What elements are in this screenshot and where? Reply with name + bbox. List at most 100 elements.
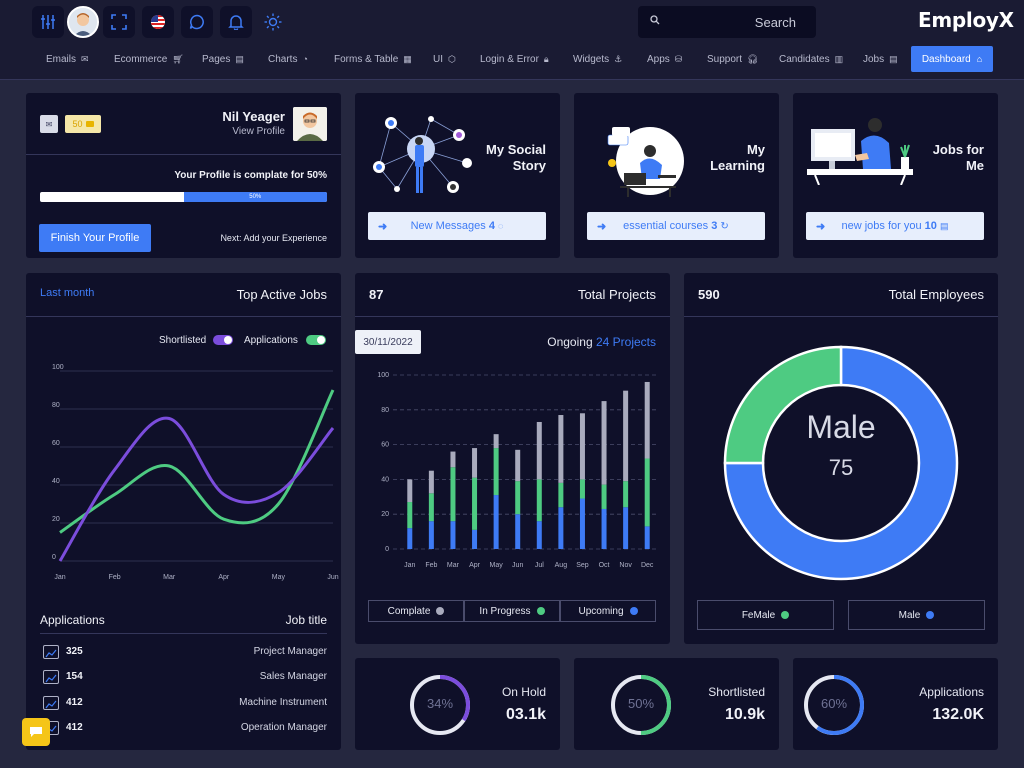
- nav-item-emails[interactable]: Emails ✉: [46, 46, 89, 72]
- y-tick-label: 80: [52, 402, 60, 409]
- nav-label: Dashboard: [921, 53, 971, 65]
- nav-item-support[interactable]: Support 🎧︎: [707, 46, 758, 72]
- top-active-jobs-card: Last month Top Active Jobs Shortlisted A…: [26, 273, 341, 750]
- stat-label: Applications: [919, 685, 984, 699]
- nav-label: Ecommerce: [114, 53, 168, 65]
- shortlisted-toggle[interactable]: [213, 335, 233, 345]
- legend-label: Upcoming: [578, 605, 624, 617]
- profile-name: Nil Yeager: [222, 109, 285, 124]
- active-jobs-title: Top Active Jobs: [236, 287, 327, 302]
- y-tick-label: 20: [381, 511, 389, 518]
- x-tick-label: Jun: [327, 574, 338, 581]
- period-link[interactable]: Last month: [40, 287, 95, 299]
- new-jobs-button[interactable]: ➜ new jobs for you 10 ▤: [806, 212, 984, 240]
- avatar[interactable]: [67, 6, 99, 38]
- stat-value: 03.1k: [505, 706, 546, 723]
- nav-item-candidates[interactable]: Candidates ▥: [779, 46, 843, 72]
- nav-item-ecommerce[interactable]: Ecommerce 🛒︎: [114, 46, 184, 72]
- stat-label: On Hold: [501, 685, 546, 699]
- trend-chart-icon: [43, 670, 59, 684]
- legend-upcoming[interactable]: Upcoming: [560, 600, 656, 622]
- employees-title: Total Employees: [888, 287, 984, 302]
- y-tick-label: 100: [52, 364, 64, 371]
- date-picker[interactable]: 30/11/2022: [355, 330, 421, 354]
- nav-label: Pages: [202, 53, 231, 65]
- social-card-title: My Social Story: [486, 142, 546, 174]
- list-item[interactable]: 412 Operation Manager: [40, 719, 327, 739]
- legend-complate[interactable]: Complate: [368, 600, 464, 622]
- nav-item-dashboard[interactable]: Dashboard ⌂: [911, 46, 993, 72]
- sun-icon[interactable]: [257, 6, 289, 38]
- bar-segment-complate: [515, 514, 521, 549]
- x-tick-label: Jan: [404, 562, 415, 569]
- nav-item-forms-table[interactable]: Forms & Table ▦: [334, 46, 412, 72]
- list-item[interactable]: 412 Machine Instrument: [40, 694, 327, 714]
- nav-item-apps[interactable]: Apps ⛁: [647, 46, 682, 72]
- legend-female[interactable]: FeMale: [697, 600, 834, 630]
- bell-icon[interactable]: [220, 6, 252, 38]
- legend-dot: [629, 607, 638, 615]
- row-title: Project Manager: [253, 646, 327, 657]
- x-tick-label: Feb: [109, 574, 121, 581]
- list-item[interactable]: 325 Project Manager: [40, 643, 327, 663]
- finish-profile-button[interactable]: Finish Your Profile: [39, 224, 151, 252]
- bar-segment-complate: [407, 528, 413, 549]
- progress-text: Your Profile is complate for 50%: [174, 170, 327, 181]
- essential-courses-label: essential courses 3 ↻: [623, 220, 729, 232]
- essential-courses-button[interactable]: ➜ essential courses 3 ↻: [587, 212, 765, 240]
- search-input[interactable]: [668, 6, 808, 38]
- active-jobs-line-chart: 0 20 40 60 80 100 Jan Feb Mar Apr May Jun: [52, 364, 339, 581]
- legend-label: Male: [898, 609, 921, 621]
- floating-chat-button[interactable]: [22, 718, 50, 746]
- nav-label: Charts: [268, 53, 298, 65]
- x-tick-label: Jan: [54, 574, 65, 581]
- applications-toggle[interactable]: [306, 335, 326, 345]
- applications-progress-ring: [804, 675, 864, 735]
- total-employees-card: 590 Total Employees Male 75 FeMale Male: [684, 273, 998, 644]
- nav-item-login-error[interactable]: Login & Error 🔒︎: [480, 46, 549, 72]
- x-tick-label: Sep: [576, 562, 589, 569]
- bar-segment-upcoming: [472, 448, 478, 478]
- trend-chart-icon: [43, 645, 59, 659]
- y-tick-label: 40: [381, 476, 389, 483]
- shortlisted-card: 50% Shortlisted 10.9k: [574, 658, 779, 750]
- bar-segment-in-progress: [407, 502, 413, 529]
- bar-segment-in-progress: [493, 448, 499, 496]
- x-tick-label: Nov: [619, 562, 632, 569]
- nav-item-jobs[interactable]: Jobs ▤: [863, 46, 898, 72]
- view-profile-link[interactable]: View Profile: [232, 126, 285, 137]
- nav-item-widgets[interactable]: Widgets ⚓︎: [573, 46, 622, 72]
- sliders-icon[interactable]: [32, 6, 64, 38]
- bar-segment-in-progress: [644, 458, 650, 527]
- bar-segment-complate: [644, 526, 650, 549]
- legend-male[interactable]: Male: [848, 600, 985, 630]
- legend-in-progress[interactable]: In Progress: [464, 600, 560, 622]
- ongoing-label: Ongoing: [547, 335, 593, 349]
- badge-button[interactable]: 50: [65, 115, 101, 133]
- y-tick-label: 60: [381, 442, 389, 449]
- bar-segment-complate: [601, 508, 607, 549]
- new-messages-button[interactable]: ➜ New Messages 4 ◌: [368, 212, 546, 240]
- projects-bar-chart: 0 20 40 60 80 100 Jan Feb Mar Apr May Jun Jul Aug Sep O…: [377, 372, 658, 569]
- nav-label: Support: [707, 53, 743, 65]
- nav-item-pages[interactable]: Pages ▤: [202, 46, 244, 72]
- jobs-for-me-card: Jobs for Me ➜ new jobs for you 10 ▤: [793, 93, 998, 258]
- x-tick-label: Apr: [469, 562, 481, 569]
- nav-item-ui[interactable]: UI ⬡: [433, 46, 456, 72]
- fullscreen-icon[interactable]: [103, 6, 135, 38]
- mail-icon[interactable]: ✉: [40, 115, 58, 133]
- nav-item-charts[interactable]: Charts ◔: [268, 46, 308, 72]
- legend-dot: [781, 611, 790, 619]
- app-logo[interactable]: EmployX: [918, 8, 1014, 32]
- y-tick-label: 0: [52, 554, 56, 561]
- bar-segment-complate: [472, 529, 478, 549]
- profile-card: ✉ 50 Nil Yeager View Profile Your Profil…: [26, 93, 341, 258]
- list-item[interactable]: 154 Sales Manager: [40, 668, 327, 688]
- job-desk-illustration: [807, 118, 913, 185]
- legend-label: FeMale: [741, 609, 776, 621]
- row-title: Sales Manager: [259, 671, 327, 682]
- us-flag-icon[interactable]: [142, 6, 174, 38]
- x-tick-label: Jun: [512, 562, 523, 569]
- bar-segment-upcoming: [450, 451, 456, 468]
- chat-icon[interactable]: [181, 6, 213, 38]
